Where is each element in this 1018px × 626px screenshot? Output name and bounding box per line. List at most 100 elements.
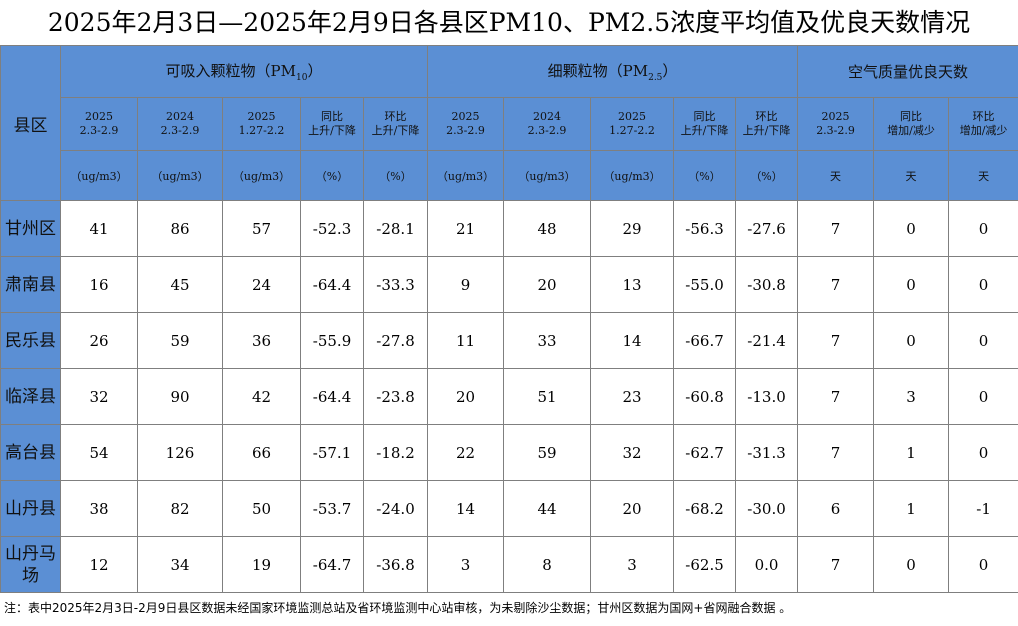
period-line: 同比 <box>321 110 343 123</box>
unit-header: （ug/m3） <box>427 150 505 201</box>
cell: 33 <box>503 312 592 369</box>
cell: 16 <box>60 256 138 313</box>
cell: 22 <box>427 424 505 481</box>
period-line: 上升/下降 <box>371 124 420 137</box>
cell: -24.0 <box>362 480 429 537</box>
title: 2025年2月3日—2025年2月9日各县区PM10、PM2.5浓度平均值及优良… <box>47 8 971 37</box>
period-line: 2025 <box>85 110 113 123</box>
cell: 54 <box>60 424 138 481</box>
cell: -13.0 <box>735 368 799 425</box>
cell: 24 <box>222 256 301 313</box>
group-text: 空气质量优良天数 <box>848 63 969 81</box>
group-sub: 10 <box>296 73 308 83</box>
group-header: 细颗粒物（PM2.5） <box>427 45 799 98</box>
data-row: 高台县 54 126 66 -57.1 -18.2 22 59 32 -62.7 -31.3 7 1 0 <box>0 424 1018 481</box>
data-row: 甘州区 41 86 57 -52.3 -28.1 21 48 29 -56.3 -27.6 7 0 0 <box>0 200 1018 257</box>
unit-header: （%） <box>362 150 429 201</box>
period-line: 2025 <box>821 110 850 123</box>
cell: -60.8 <box>673 368 737 425</box>
cell: 7 <box>797 200 875 257</box>
cell: 0 <box>948 200 1018 257</box>
cell: -56.3 <box>673 200 737 257</box>
unit-header: 天 <box>797 150 875 201</box>
cell: -27.8 <box>362 312 429 369</box>
header-row: 县区 可吸入颗粒物（PM10） 细颗粒物（PM2.5） 空气质量优良天数 <box>0 45 1018 201</box>
cell: 21 <box>427 200 505 257</box>
cell: 86 <box>137 200 223 257</box>
cell: 7 <box>797 368 875 425</box>
cell: 82 <box>137 480 223 537</box>
cell: 0 <box>873 256 950 313</box>
cell: 7 <box>797 536 875 593</box>
county-header: 县区 <box>0 45 61 201</box>
period-line: 2024 <box>533 110 562 123</box>
cell: -33.3 <box>362 256 429 313</box>
cell: 59 <box>503 424 592 481</box>
cell: -52.3 <box>300 200 364 257</box>
period-line: 2025 <box>247 110 276 123</box>
period-line: 2025 <box>451 110 480 123</box>
county-name: 民乐县 <box>0 312 61 369</box>
cell: 0 <box>948 368 1018 425</box>
group-text: 细颗粒物（PM <box>547 62 649 80</box>
cell: 1 <box>873 424 950 481</box>
group-text: ） <box>307 62 323 80</box>
unit-header: （ug/m3） <box>60 150 138 201</box>
period-line: 增加/减少 <box>887 124 935 137</box>
cell: 0.0 <box>735 536 799 593</box>
cell: 3 <box>590 536 675 593</box>
cell: 14 <box>427 480 505 537</box>
period-line: 上升/下降 <box>308 124 356 137</box>
unit-header: （ug/m3） <box>222 150 301 201</box>
period-line: 2.3-2.9 <box>446 124 485 137</box>
period-line: 同比 <box>900 110 923 123</box>
cell: -18.2 <box>362 424 429 481</box>
cell: 0 <box>948 312 1018 369</box>
county-name: 临泽县 <box>0 368 61 425</box>
cell: -57.1 <box>300 424 364 481</box>
period-header: 环比 上升/下降 <box>735 97 799 151</box>
cell: 26 <box>60 312 138 369</box>
data-row: 山丹县 38 82 50 -53.7 -24.0 14 44 20 -68.2 -30.0 6 1 -1 <box>0 480 1018 537</box>
data-row: 临泽县 32 90 42 -64.4 -23.8 20 51 23 -60.8 -13.0 7 3 0 <box>0 368 1018 425</box>
cell: 13 <box>590 256 675 313</box>
cell: -55.0 <box>673 256 737 313</box>
cell: 66 <box>222 424 301 481</box>
unit-header: （ug/m3） <box>503 150 592 201</box>
period-header: 2025 1.27-2.2 <box>590 97 675 151</box>
period-line: 增加/减少 <box>959 124 1008 137</box>
cell: -68.2 <box>673 480 737 537</box>
data-row: 肃南县 16 45 24 -64.4 -33.3 9 20 13 -55.0 -30.8 7 0 0 <box>0 256 1018 313</box>
unit-header: 天 <box>873 150 950 201</box>
period-header: 2024 2.3-2.9 <box>137 97 223 151</box>
cell: 32 <box>590 424 675 481</box>
cell: 44 <box>503 480 592 537</box>
cell: 45 <box>137 256 223 313</box>
period-line: 1.27-2.2 <box>238 124 285 137</box>
group-sub: 2.5 <box>648 73 663 83</box>
cell: 9 <box>427 256 505 313</box>
cell: 23 <box>590 368 675 425</box>
cell: -66.7 <box>673 312 737 369</box>
period-header: 2025 2.3-2.9 <box>427 97 505 151</box>
period-line: 2.3-2.9 <box>79 124 119 137</box>
group-header: 可吸入颗粒物（PM10） <box>59 45 429 98</box>
county-name: 山丹县 <box>0 480 61 537</box>
group-text: ） <box>662 62 678 80</box>
cell: 90 <box>137 368 223 425</box>
county-name: 甘州区 <box>0 200 61 257</box>
cell: 3 <box>427 536 505 593</box>
cell: -27.6 <box>735 200 799 257</box>
cell: -23.8 <box>362 368 429 425</box>
cell: 38 <box>60 480 138 537</box>
cell: 51 <box>503 368 592 425</box>
period-line: 环比 <box>384 110 407 123</box>
cell: -31.3 <box>735 424 799 481</box>
cell: 50 <box>222 480 301 537</box>
period-header: 2025 2.3-2.9 <box>797 97 875 151</box>
period-header: 2024 2.3-2.9 <box>503 97 592 151</box>
cell: 41 <box>60 200 138 257</box>
cell: 7 <box>797 256 875 313</box>
cell: -30.8 <box>735 256 799 313</box>
